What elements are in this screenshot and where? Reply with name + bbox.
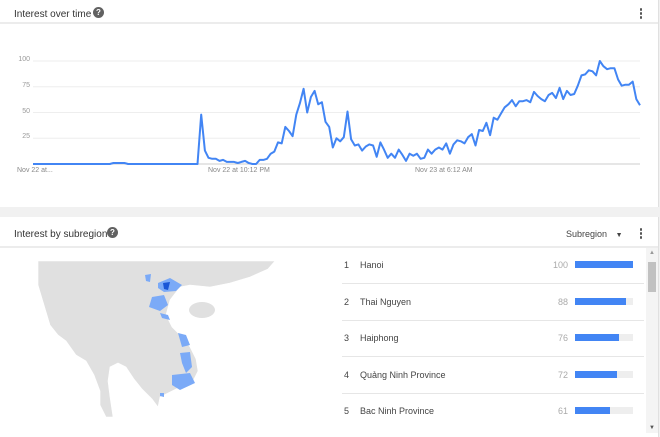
subregion-map[interactable] — [30, 255, 280, 425]
row-divider — [342, 356, 644, 357]
value-bar-fill — [575, 370, 617, 378]
region-value: 61 — [557, 406, 568, 416]
line-chart[interactable] — [0, 0, 660, 207]
card-title: Interest by subregion — [14, 229, 108, 240]
x-tick-label: Nov 22 at... — [17, 167, 53, 174]
x-tick-label: Nov 23 at 6:12 AM — [415, 167, 473, 174]
scrollbar-thumb[interactable] — [648, 262, 656, 292]
scroll-down-icon[interactable]: ▼ — [649, 425, 655, 431]
y-tick-label: 75 — [22, 81, 30, 89]
y-tick-label: 50 — [22, 107, 30, 115]
more-vert-icon[interactable] — [639, 8, 643, 20]
region-name: Bac Ninh Province — [360, 406, 435, 416]
row-divider — [342, 392, 644, 394]
list-item[interactable]: 3 Haiphong 76 — [342, 321, 644, 357]
row-divider — [342, 319, 644, 321]
hanoi-region — [163, 282, 170, 290]
region-value: 100 — [552, 260, 568, 270]
rank: 5 — [344, 406, 350, 416]
more-vert-icon[interactable] — [639, 228, 643, 240]
interest-over-time-card: Interest over time ? 100 75 50 25 Nov 22 at… — [0, 0, 659, 207]
region-name: Haiphong — [360, 333, 399, 343]
dropdown-label: Subregion — [566, 229, 608, 239]
list-item[interactable]: 1 Hanoi 100 — [342, 248, 644, 284]
region-name: Thai Nguyen — [360, 296, 412, 307]
region-value: 72 — [557, 369, 568, 380]
card-title: Interest over time — [14, 9, 92, 20]
value-bar-fill — [575, 261, 633, 268]
row-divider — [342, 283, 644, 284]
rank: 2 — [344, 296, 350, 307]
question-circle-icon[interactable]: ? — [93, 7, 104, 18]
x-tick-label: Nov 22 at 10:12 PM — [208, 167, 270, 174]
scrollbar[interactable]: ▲ ▼ — [646, 248, 658, 433]
rank: 3 — [344, 333, 350, 343]
subregion-dropdown[interactable]: Subregion ▼ — [566, 229, 623, 239]
rank: 1 — [344, 260, 350, 270]
land-mass — [37, 260, 276, 418]
value-bar — [575, 334, 633, 341]
arrow-drop-down-icon: ▼ — [615, 232, 623, 239]
value-bar-fill — [575, 297, 627, 305]
value-bar-fill — [575, 334, 620, 341]
value-bar-fill — [575, 407, 611, 414]
value-bar — [575, 297, 633, 305]
highlighted-subregions — [145, 274, 195, 397]
list-item[interactable]: 2 Thai Nguyen 88 — [342, 285, 644, 321]
question-circle-icon[interactable]: ? — [107, 227, 118, 238]
value-bar — [575, 261, 633, 268]
region-value: 76 — [557, 333, 568, 343]
y-tick-label: 100 — [18, 56, 30, 63]
divider — [0, 22, 658, 24]
value-bar — [575, 407, 633, 414]
divider — [0, 246, 658, 248]
region-name: Hanoi — [360, 260, 384, 270]
scroll-up-icon[interactable]: ▲ — [649, 250, 655, 256]
region-value: 88 — [557, 296, 568, 307]
rank: 4 — [344, 369, 350, 380]
value-bar — [575, 370, 633, 378]
list-item[interactable]: 5 Bac Ninh Province 61 — [342, 394, 644, 430]
list-item[interactable]: 4 Quảng Ninh Province 72 — [342, 358, 644, 394]
region-name: Quảng Ninh Province — [360, 369, 446, 380]
series-line — [33, 60, 641, 165]
y-tick-label: 25 — [22, 133, 30, 141]
hainan-island — [189, 302, 215, 318]
